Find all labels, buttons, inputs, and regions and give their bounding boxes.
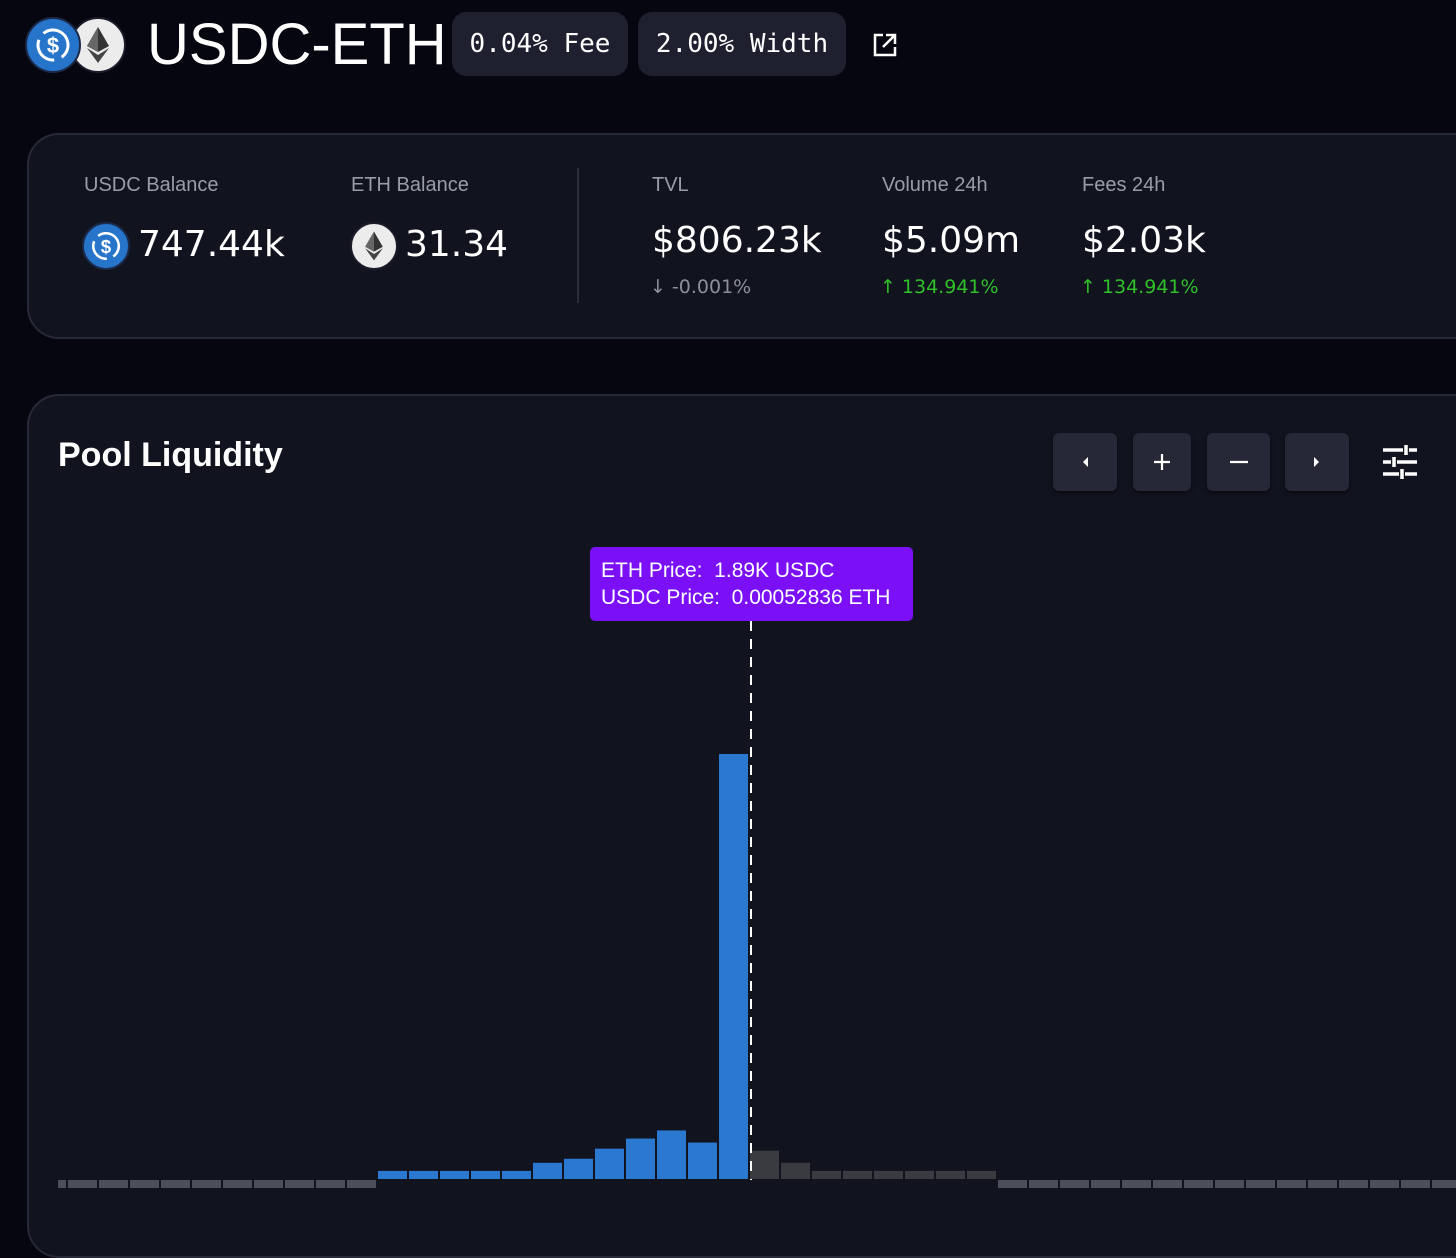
liquidity-bar[interactable]	[1246, 1180, 1275, 1188]
liquidity-chart	[58, 621, 1456, 1188]
price-tooltip: ETH Price: 1.89K USDC USDC Price: 0.00052…	[590, 547, 913, 621]
tvl-change-value: -0.001%	[671, 276, 752, 298]
volume-value: $5.09m	[882, 220, 1021, 261]
liquidity-bar[interactable]	[1091, 1180, 1120, 1188]
liquidity-title: Pool Liquidity	[58, 436, 283, 474]
liquidity-bar[interactable]	[936, 1170, 965, 1179]
usdc-balance-value: 747.44k	[138, 224, 285, 265]
minus-icon	[1229, 460, 1248, 464]
tooltip-usdc-price: USDC Price: 0.00052836 ETH	[601, 586, 891, 609]
usdc-icon: $	[25, 17, 81, 73]
liquidity-bar[interactable]	[471, 1170, 500, 1179]
fee-badge: 0.04% Fee	[452, 12, 628, 76]
stats-divider	[577, 168, 579, 303]
pair-title: USDC-ETH	[147, 12, 447, 77]
liquidity-bar[interactable]	[595, 1148, 624, 1179]
liquidity-bar[interactable]	[564, 1158, 593, 1179]
liquidity-bar[interactable]	[626, 1138, 655, 1179]
zoom-in-button[interactable]	[1133, 433, 1191, 491]
liquidity-bar[interactable]	[58, 1180, 66, 1188]
liquidity-bar[interactable]	[967, 1170, 996, 1179]
fees-label: Fees 24h	[1082, 174, 1166, 196]
arrow-up-icon: ↑	[880, 276, 896, 298]
stats-card	[27, 133, 1456, 339]
liquidity-bar[interactable]	[905, 1170, 934, 1179]
tvl-value: $806.23k	[652, 220, 822, 261]
liquidity-bar[interactable]	[254, 1180, 283, 1188]
pan-left-button[interactable]	[1053, 433, 1117, 491]
liquidity-bar[interactable]	[688, 1142, 717, 1179]
volume-change: ↑ 134.941%	[880, 276, 999, 298]
liquidity-bar[interactable]	[409, 1170, 438, 1179]
liquidity-bar[interactable]	[843, 1170, 872, 1179]
width-badge: 2.00% Width	[638, 12, 846, 76]
volume-label: Volume 24h	[882, 174, 988, 196]
liquidity-bar[interactable]	[502, 1170, 531, 1179]
arrow-down-icon: ↓	[650, 276, 666, 298]
liquidity-bar[interactable]	[99, 1180, 128, 1188]
liquidity-bar[interactable]	[1370, 1180, 1399, 1188]
arrow-up-icon: ↑	[1080, 276, 1096, 298]
liquidity-bar[interactable]	[1184, 1180, 1213, 1188]
liquidity-bar[interactable]	[1432, 1180, 1456, 1188]
liquidity-bar[interactable]	[285, 1180, 314, 1188]
liquidity-bar[interactable]	[1401, 1180, 1430, 1188]
zoom-out-button[interactable]	[1207, 433, 1270, 491]
liquidity-bar[interactable]	[440, 1170, 469, 1179]
svg-text:$: $	[101, 236, 112, 257]
usdc-icon: $	[82, 222, 130, 270]
liquidity-bar[interactable]	[1277, 1180, 1306, 1188]
liquidity-bar[interactable]	[781, 1162, 810, 1179]
liquidity-bar[interactable]	[812, 1170, 841, 1179]
plus-icon	[1154, 454, 1170, 470]
liquidity-bar[interactable]	[1153, 1180, 1182, 1188]
liquidity-bar[interactable]	[161, 1180, 190, 1188]
liquidity-bar[interactable]	[1122, 1180, 1151, 1188]
liquidity-bar[interactable]	[719, 754, 748, 1179]
fees-change-value: 134.941%	[1101, 276, 1199, 298]
usdc-balance-label: USDC Balance	[84, 174, 219, 196]
settings-sliders-icon[interactable]	[1382, 444, 1418, 485]
liquidity-bar[interactable]	[130, 1180, 159, 1188]
caret-left-icon	[1083, 457, 1088, 467]
liquidity-bar[interactable]	[378, 1170, 407, 1179]
liquidity-bar[interactable]	[68, 1180, 97, 1188]
eth-balance-label: ETH Balance	[351, 174, 469, 196]
liquidity-bar[interactable]	[1308, 1180, 1337, 1188]
liquidity-bar[interactable]	[657, 1130, 686, 1179]
eth-balance-value: 31.34	[405, 224, 509, 265]
tvl-label: TVL	[652, 174, 689, 196]
svg-text:$: $	[47, 33, 59, 58]
tooltip-eth-price: ETH Price: 1.89K USDC	[601, 559, 835, 582]
fees-value: $2.03k	[1082, 220, 1206, 261]
liquidity-bar[interactable]	[533, 1162, 562, 1179]
eth-icon	[350, 222, 398, 270]
caret-right-icon	[1314, 457, 1319, 467]
liquidity-bar[interactable]	[1029, 1180, 1058, 1188]
volume-change-value: 134.941%	[901, 276, 999, 298]
liquidity-bar[interactable]	[998, 1180, 1027, 1188]
liquidity-bar[interactable]	[192, 1180, 221, 1188]
liquidity-bar[interactable]	[223, 1180, 252, 1188]
liquidity-bar[interactable]	[874, 1170, 903, 1179]
liquidity-bar[interactable]	[1339, 1180, 1368, 1188]
pan-right-button[interactable]	[1285, 433, 1349, 491]
liquidity-bar[interactable]	[316, 1180, 345, 1188]
liquidity-bar[interactable]	[1215, 1180, 1244, 1188]
tvl-change: ↓ -0.001%	[650, 276, 751, 298]
liquidity-bar[interactable]	[347, 1180, 376, 1188]
liquidity-bar[interactable]	[750, 1150, 779, 1179]
external-link-icon[interactable]	[872, 32, 898, 63]
fees-change: ↑ 134.941%	[1080, 276, 1199, 298]
liquidity-bar[interactable]	[1060, 1180, 1089, 1188]
